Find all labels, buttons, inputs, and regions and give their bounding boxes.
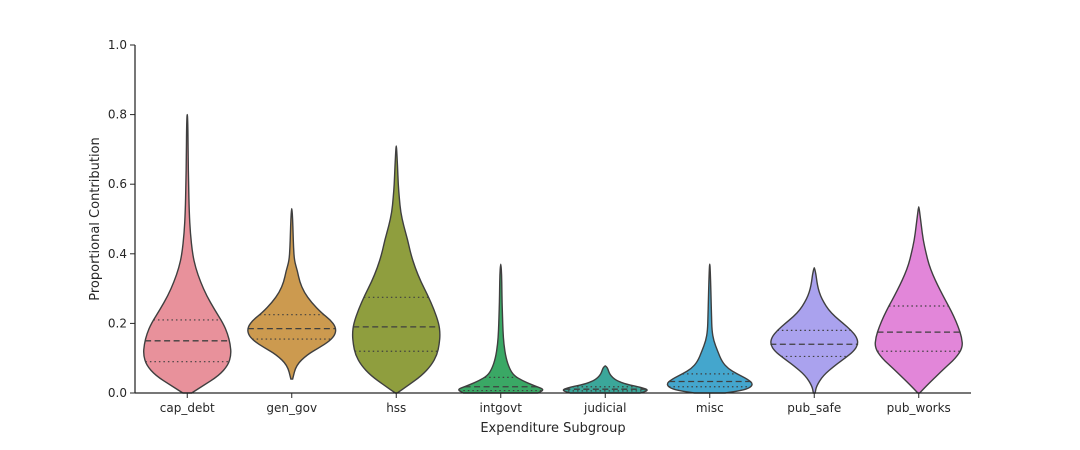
violins-group bbox=[143, 113, 963, 394]
x-tick-label: hss bbox=[386, 401, 406, 415]
violin-cap_debt bbox=[143, 113, 232, 394]
violin-judicial bbox=[562, 365, 648, 394]
violin-intgovt bbox=[458, 263, 544, 394]
x-tick-label: gen_gov bbox=[266, 401, 317, 415]
y-tick-label: 0.6 bbox=[108, 177, 127, 191]
y-axis-label: Proportional Contribution bbox=[88, 137, 103, 301]
y-tick-label: 0.8 bbox=[108, 108, 127, 122]
violin-hss bbox=[351, 145, 441, 394]
x-tick-label: pub_safe bbox=[787, 401, 841, 415]
x-tick-label: misc bbox=[696, 401, 724, 415]
x-ticks-group: cap_debt gen_gov hss intgovt judicial misc pub… bbox=[160, 393, 951, 415]
y-tick-label: 0.0 bbox=[108, 386, 127, 400]
y-tick-label: 1.0 bbox=[108, 38, 127, 52]
x-tick-label: judicial bbox=[583, 401, 627, 415]
y-tick-label: 0.4 bbox=[108, 247, 127, 261]
x-tick-label: intgovt bbox=[480, 401, 523, 415]
x-tick-label: pub_works bbox=[887, 401, 951, 415]
x-tick-label: cap_debt bbox=[160, 401, 215, 415]
x-axis-label: Expenditure Subgroup bbox=[480, 421, 625, 436]
y-ticks-group: 0.0 0.2 0.4 0.6 0.8 1.0 bbox=[108, 38, 135, 400]
violin-gen_gov bbox=[247, 207, 337, 380]
y-tick-label: 0.2 bbox=[108, 316, 127, 330]
violin-pub_works bbox=[874, 206, 963, 394]
